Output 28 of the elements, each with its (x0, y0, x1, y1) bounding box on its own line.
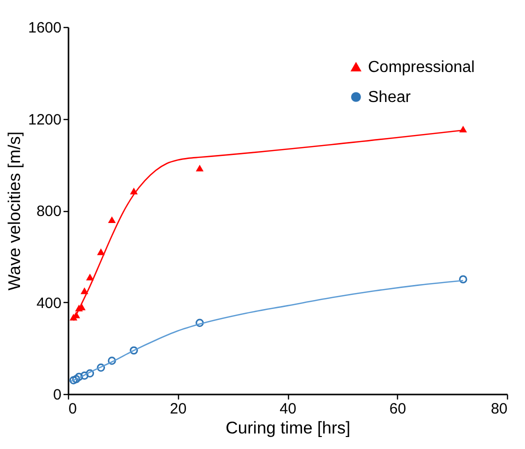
point (196, 164, 204, 172)
y-tick-label: 1600 (28, 20, 62, 36)
point (130, 346, 138, 355)
point (69, 376, 78, 384)
legend-label: Compressional (368, 59, 475, 76)
y-tick-label: 1200 (28, 111, 62, 128)
line-series (70, 280, 464, 382)
x-tick-label: 80 (490, 400, 508, 418)
x-tick-label: 40 (280, 400, 296, 418)
point (108, 216, 116, 224)
x-tick-label: 20 (170, 400, 187, 418)
y-tick-label: 400 (36, 294, 62, 312)
y-tick-label: 0 (53, 386, 62, 404)
point (86, 274, 94, 280)
point (72, 374, 80, 384)
point (74, 372, 84, 381)
legend-label: Shear (368, 89, 412, 106)
point (86, 369, 94, 378)
x-tick-label: 0 (68, 400, 77, 418)
point (458, 275, 468, 284)
point (196, 318, 204, 327)
point (80, 372, 89, 380)
y-tick-label: 800 (36, 203, 62, 220)
x-axis-title: Curing time [hrs] (226, 418, 350, 438)
point (108, 356, 116, 365)
point (96, 364, 106, 372)
y-axis-title: Wave velocities [m/s] (5, 131, 24, 291)
x-tick-label: 60 (389, 400, 406, 418)
